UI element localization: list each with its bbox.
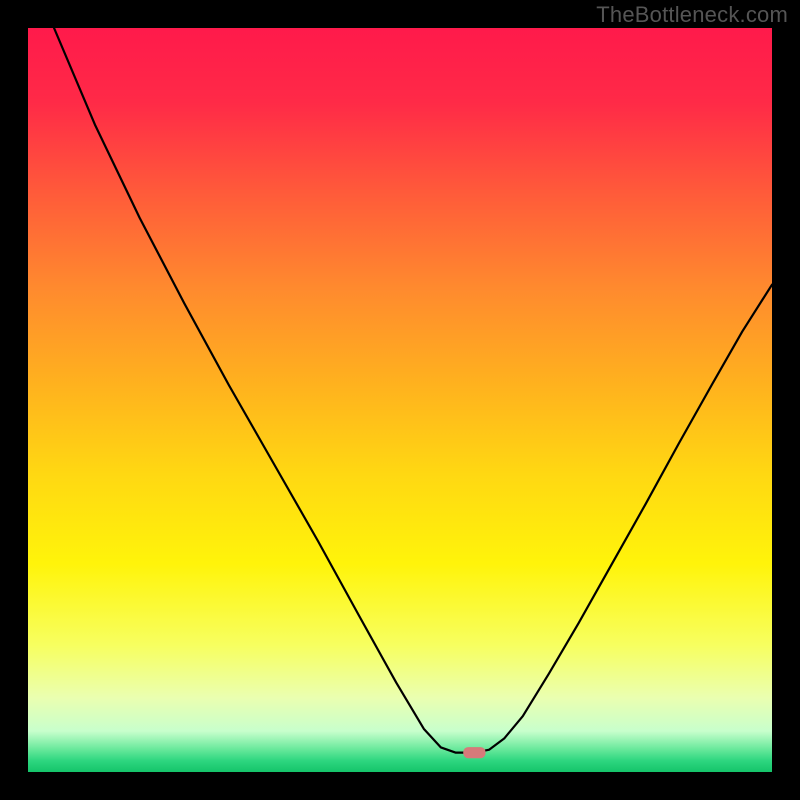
chart-container: TheBottleneck.com bbox=[0, 0, 800, 800]
plot-background bbox=[28, 28, 772, 772]
optimal-marker bbox=[463, 747, 485, 758]
bottleneck-chart bbox=[0, 0, 800, 800]
